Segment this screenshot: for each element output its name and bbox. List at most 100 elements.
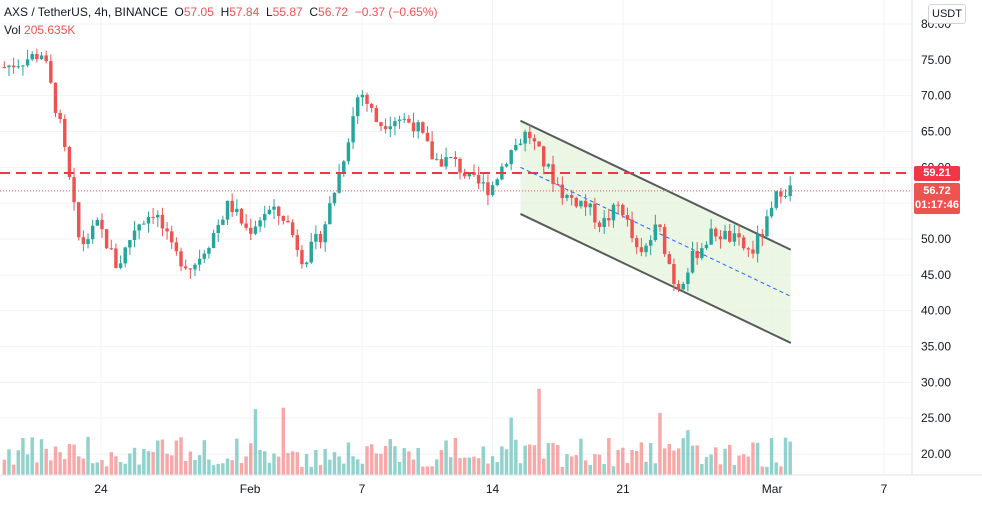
candle-body [72,177,76,203]
candle-body [244,223,248,228]
candle-body [532,138,537,142]
candle-body [393,121,397,127]
candle-body [714,228,718,237]
time-axis[interactable]: 24 Feb 7 14 21 Mar 7 [94,482,887,496]
candle-body [621,204,625,216]
candle-body [216,224,220,233]
candle-body [295,235,299,251]
volume-bar [230,460,234,475]
volume-bar [239,462,244,475]
volume-bar [235,438,239,475]
candle-body [453,156,458,159]
candle-body [546,164,551,167]
candle-body [53,82,58,113]
candle-body [788,185,792,196]
candle-body [332,192,337,204]
volume-bar [81,458,86,475]
candle-body [58,112,62,119]
volume-bar [672,450,676,475]
candle-body [630,219,634,239]
volume-bar [207,459,211,475]
volume-bar [439,450,444,475]
volume-bar [495,461,499,475]
volume-bar [35,462,39,475]
candle-body [653,224,658,241]
volume-bar [555,445,560,475]
volume-bar [174,440,179,475]
candle-body [481,182,485,184]
candle-body [81,237,86,244]
volume-bar [272,453,276,475]
candle-body [686,272,690,284]
volume-bar [416,447,420,475]
volume-bar [458,458,462,475]
volume-bar [72,444,76,475]
volume-bar [737,455,741,475]
volume-bar [723,448,727,475]
last-price-value: 56.72 [923,185,951,197]
volume-bar [365,446,369,475]
volume-bar [504,449,509,475]
volume-bar [476,458,481,475]
volume-bar [760,466,764,475]
volume-bar [686,430,690,475]
volume-bar [86,436,90,475]
volume-bar [625,462,630,475]
candle-body [704,244,709,249]
candle-body [676,283,681,290]
volume-bar [662,448,667,475]
volume-label: Vol [4,23,21,37]
volume-bar [518,463,523,475]
price-tick-label: 45.00 [921,268,951,282]
candle-body [732,233,737,242]
currency-button[interactable]: USDT [928,4,966,24]
candle-body [746,248,751,250]
price-tick-label: 75.00 [921,53,951,67]
volume-bar [137,464,141,475]
candle-body [658,224,662,228]
alert-price-label[interactable]: 59.21 [914,166,960,181]
candle-body [402,118,406,120]
candle-body [156,214,160,218]
candle-body [137,224,141,231]
candle-body [253,226,258,234]
volume-bar [290,451,295,475]
candle-body [230,200,234,213]
candle-body [132,230,137,241]
volume-bar [774,462,778,475]
candle-body [165,228,169,232]
candle-body [151,216,155,218]
candle-body [197,258,202,265]
candle-body [639,247,644,253]
channel-lower-line [520,213,792,344]
candle-body [309,241,313,263]
candle-body [486,182,490,196]
volume-bar [142,448,146,475]
candle-body [100,219,104,230]
volume-bar [783,437,788,475]
volume-bar [216,463,220,475]
candle-body [170,231,174,243]
symbol-title[interactable]: AXS / TetherUS, 4h, BINANCE [4,5,168,19]
volume-bar [244,456,248,475]
volume-bar [755,442,760,475]
candle-body [583,200,588,208]
price-tick-label: 30.00 [921,375,951,389]
volume-bar [346,442,351,475]
candle-body [369,103,374,108]
volume-bar [369,444,374,475]
price-tick-label: 65.00 [921,125,951,139]
volume-bar [100,460,104,475]
candle-body [188,268,193,270]
candle-body [667,254,671,265]
volume-bar [402,448,406,475]
candle-body [77,202,81,238]
volume-bar [407,451,411,475]
candle-body [741,237,746,249]
price-axis[interactable]: 80.0075.0070.0065.0060.0055.0050.0045.00… [921,17,951,461]
volume-bar [421,466,425,475]
volume-bar [342,463,346,475]
candle-body [723,230,727,240]
candle-body [342,161,346,174]
